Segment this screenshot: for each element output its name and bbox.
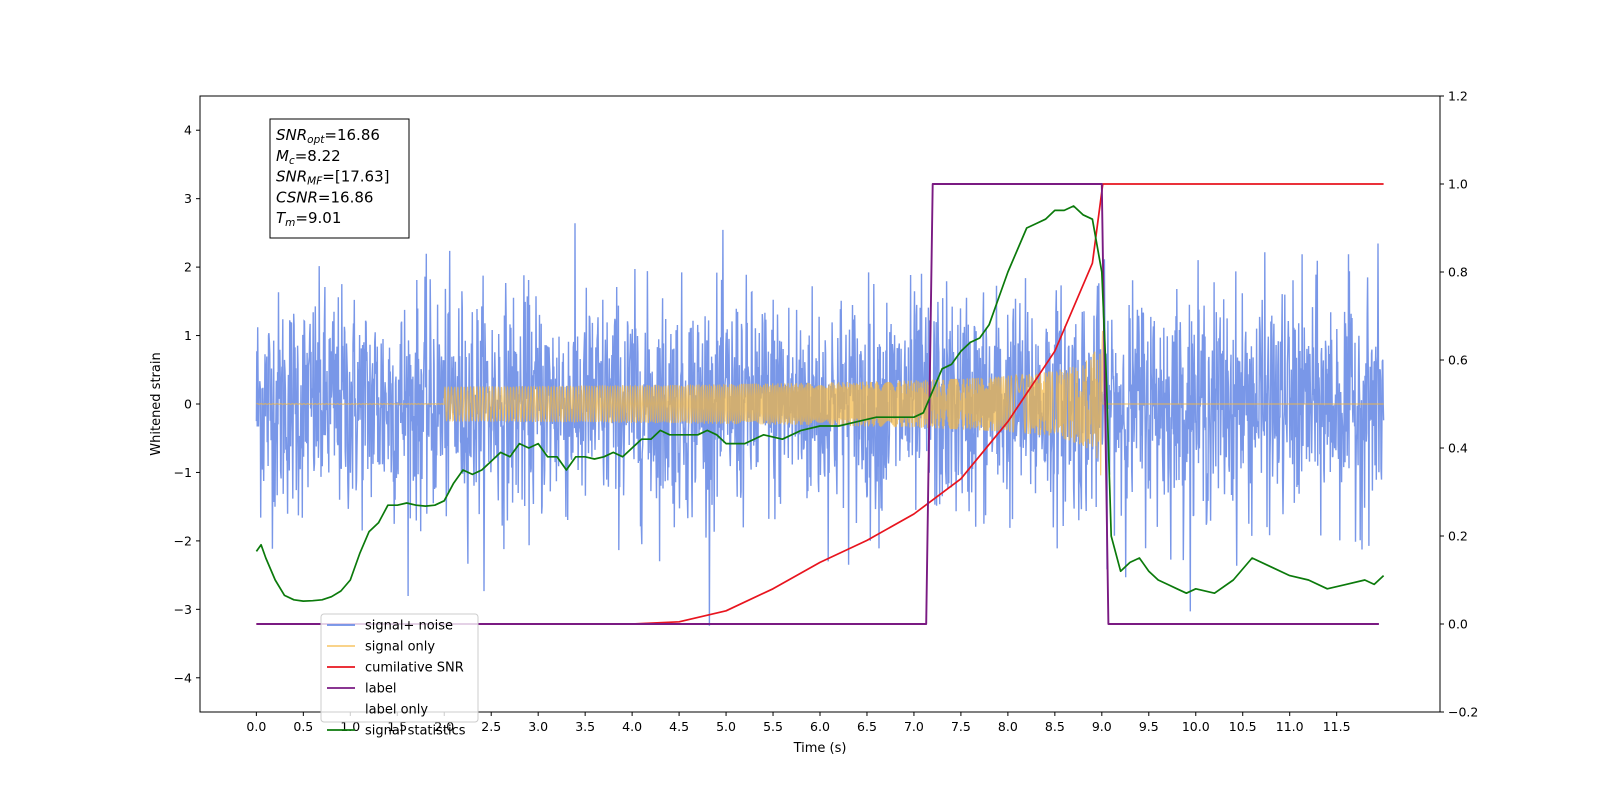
info-row-symbol: CSNR [276,188,318,206]
x-tick-label: 10.5 [1229,719,1257,734]
y2-tick-label: 0.8 [1448,265,1468,280]
x-tick-label: 8.0 [998,719,1018,734]
legend-frame [320,613,479,723]
legend-entry-signal-statistics: signal statistics [327,724,466,739]
legend: signal+ noise signal only cumilative SNR la… [320,613,479,739]
series-signal-only-line [256,330,1384,476]
legend-label-signal-only: signal only [365,640,435,655]
info-row-value: =16.86 [318,188,374,206]
info-row-symbol: M [276,147,289,165]
x-tick-label: 0.5 [293,719,313,734]
series-signal-statistics-line [255,205,1385,602]
x-tick-label: 8.5 [1045,719,1065,734]
y2-tick-label: −0.2 [1448,705,1478,720]
y-tick-label: −3 [174,602,192,617]
info-row-symbol: SNR [276,126,307,144]
legend-label-signal-statistics: signal statistics [365,724,466,739]
x-tick-label: 5.5 [763,719,783,734]
info-box-frame [269,118,410,239]
series-cumulative-snr-line [256,183,1384,625]
x-tick-label: 9.0 [1092,719,1112,734]
y-tick-label: 0 [184,397,192,412]
info-row-subscript: MF [307,176,323,188]
x-tick-label: 0.0 [246,719,266,734]
x-tick-label: 2.5 [481,719,501,734]
y-tick-label: 3 [184,191,192,206]
info-row-subscript: c [289,155,295,167]
info-row-subscript: opt [307,134,325,146]
x-tick-label: 11.0 [1276,719,1304,734]
x-tick-label: 1.5 [387,719,407,734]
axes: 0.0 0.5 1.0 1.5 2.0 2.5 3.0 3.5 4.0 4.5 5.0 5.5 6.0 6… [174,89,1479,735]
x-tick-label: 6.0 [810,719,830,734]
y-tick-label: 1 [184,328,192,343]
x-tick-label: 6.5 [857,719,877,734]
y-axis-label: Whitened strain [149,352,164,455]
y-tick-label: 2 [184,260,192,275]
x-tick-label: 7.0 [904,719,924,734]
legend-entry-signal-only: signal only [327,640,435,655]
legend-entry-label: label [327,682,396,697]
y2-tick-label: 0.2 [1448,529,1468,544]
x-tick-label: 2.0 [434,719,454,734]
plot-area [255,183,1385,626]
legend-entry-signal-noise: signal+ noise [327,619,453,634]
info-row: Mc=8.22 [276,147,341,167]
info-row-subscript: m [285,217,295,229]
y2-tick-label: 0.4 [1448,441,1468,456]
legend-label-cumulative-snr: cumilative SNR [365,661,464,676]
y2-tick-label: 1.2 [1448,89,1468,104]
info-row-value: =[17.63] [322,168,389,186]
legend-label-signal-noise: signal+ noise [365,619,453,634]
x-tick-label: 11.5 [1323,719,1351,734]
x-tick-label: 10.0 [1182,719,1210,734]
info-box: SNRopt=16.86Mc=8.22SNRMF=[17.63]CSNR=16.… [269,118,410,239]
legend-entry-cumulative-snr: cumilative SNR [327,661,464,676]
info-row-value: =8.22 [295,147,341,165]
x-axis-label: Time (s) [793,741,847,756]
info-row: SNRMF=[17.63] [276,168,390,188]
legend-entry-label-only: label only [365,703,428,718]
x-tick-label: 4.5 [669,719,689,734]
series-label-line [256,183,1379,625]
y-tick-label: −2 [174,533,192,548]
y-tick-label: 4 [184,123,192,138]
info-row: Tm=9.01 [276,209,341,229]
info-row: CSNR=16.86 [276,188,373,206]
x-tick-label: 5.0 [716,719,736,734]
x-tick-label: 9.5 [1139,719,1159,734]
y-tick-label: −4 [174,670,192,685]
legend-label-label-only: label only [365,703,428,718]
info-row-symbol: T [276,209,287,227]
info-row-value: =16.86 [324,126,380,144]
info-row-value: =9.01 [295,209,341,227]
y-tick-label: −1 [174,465,192,480]
x-tick-label: 3.0 [528,719,548,734]
info-row-symbol: SNR [276,168,307,186]
x-tick-label: 7.5 [951,719,971,734]
x-tick-label: 4.0 [622,719,642,734]
legend-label-label: label [365,682,396,697]
x-tick-label: 3.5 [575,719,595,734]
y2-tick-label: 0.6 [1448,353,1468,368]
y2-tick-label: 0.0 [1448,617,1468,632]
info-row: SNRopt=16.86 [276,126,380,146]
y2-tick-label: 1.0 [1448,177,1468,192]
